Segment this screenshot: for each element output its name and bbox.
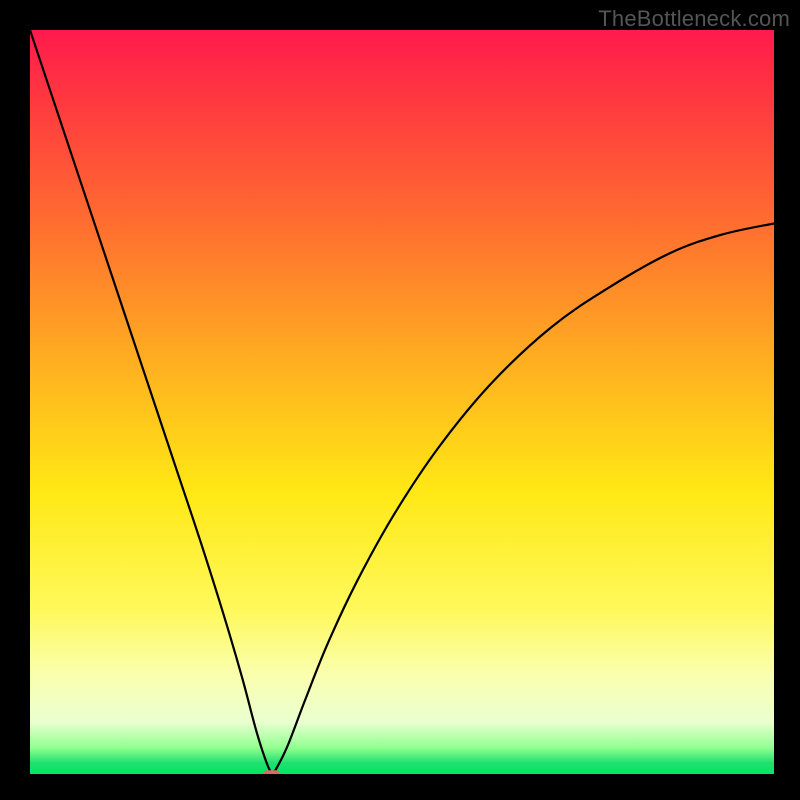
chart-frame: { "watermark": { "text": "TheBottleneck.… [0, 0, 800, 800]
chart-plot [30, 30, 774, 774]
chart-background [30, 30, 774, 774]
watermark-text: TheBottleneck.com [598, 6, 790, 32]
minimum-marker [264, 770, 280, 774]
